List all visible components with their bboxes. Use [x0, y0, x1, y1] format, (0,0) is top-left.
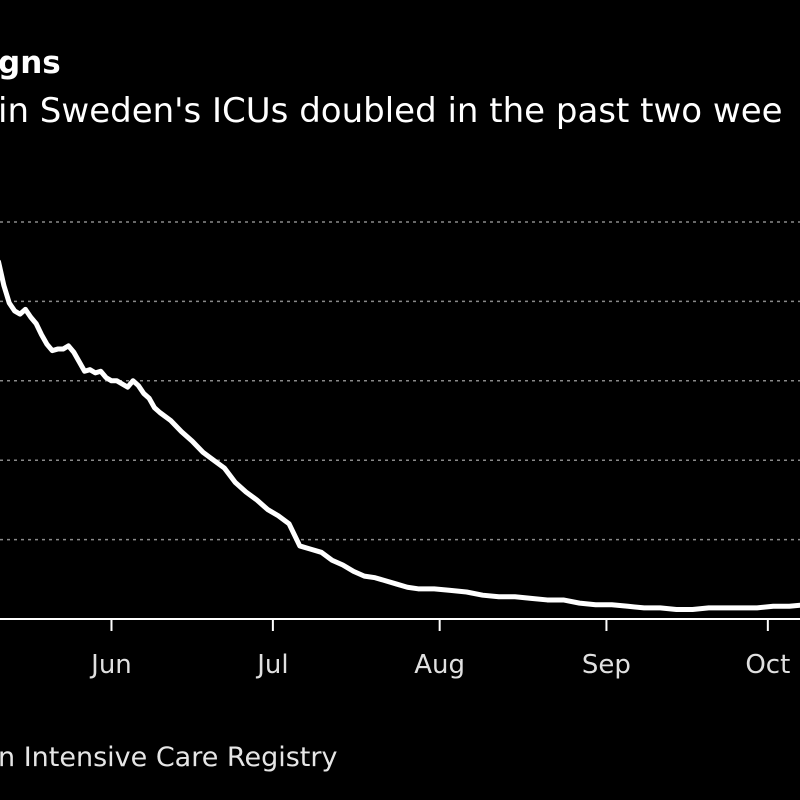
- data-point: [373, 576, 377, 579]
- data-point: [788, 605, 791, 608]
- data-point: [67, 344, 70, 348]
- data-point: [56, 347, 59, 351]
- data-point: [309, 547, 312, 551]
- data-point: [83, 370, 86, 373]
- series-line: [0, 259, 800, 612]
- data-point: [147, 397, 151, 400]
- data-point: [2, 284, 6, 287]
- data-point: [255, 498, 258, 502]
- data-point: [110, 379, 113, 382]
- data-point: [755, 606, 759, 610]
- data-point: [29, 316, 32, 319]
- data-point: [223, 466, 226, 470]
- data-point: [546, 598, 549, 602]
- data-point: [352, 570, 355, 573]
- data-point: [675, 608, 678, 611]
- data-point: [180, 430, 183, 433]
- data-point: [244, 490, 248, 494]
- data-point: [234, 481, 237, 484]
- data-point: [320, 551, 323, 554]
- data-point: [40, 333, 43, 336]
- chart-subtitle: in Sweden's ICUs doubled in the past two…: [0, 91, 783, 131]
- data-point: [341, 563, 345, 567]
- data-point: [201, 451, 205, 454]
- data-point: [298, 544, 301, 548]
- data-point: [99, 370, 102, 373]
- data-point: [406, 586, 409, 589]
- data-point: [88, 368, 92, 371]
- x-tick-label: Sep: [582, 650, 631, 680]
- series-layer: [0, 259, 800, 612]
- data-point: [449, 589, 452, 592]
- data-point: [51, 349, 54, 352]
- data-point: [34, 322, 38, 325]
- data-point: [659, 606, 662, 610]
- data-point: [169, 419, 172, 422]
- data-point: [433, 587, 436, 591]
- data-point: [18, 312, 22, 316]
- data-point: [642, 606, 646, 610]
- x-tick-label: Jul: [255, 650, 288, 680]
- x-tick-label: Oct: [745, 650, 790, 680]
- data-point: [24, 308, 27, 311]
- data-point: [610, 603, 614, 606]
- gridlines: [0, 221, 800, 541]
- data-point: [739, 606, 743, 610]
- data-point: [212, 459, 215, 462]
- data-point: [626, 605, 630, 608]
- data-point: [121, 382, 124, 386]
- data-point: [61, 347, 65, 351]
- data-point: [104, 376, 108, 379]
- data-point: [562, 598, 565, 602]
- data-point: [142, 392, 145, 395]
- data-point: [529, 597, 533, 600]
- x-tick-label: Aug: [414, 650, 465, 680]
- x-tick-label: Jun: [89, 650, 132, 680]
- chart-title: gns: [0, 45, 61, 81]
- data-point: [94, 371, 97, 375]
- data-point: [578, 601, 581, 605]
- data-point: [465, 590, 468, 594]
- data-point: [190, 439, 194, 443]
- data-point: [416, 587, 420, 591]
- data-point: [126, 385, 129, 389]
- data-point: [395, 582, 398, 586]
- data-point: [363, 574, 366, 578]
- data-point: [594, 603, 597, 606]
- data-point: [8, 301, 11, 305]
- data-point: [153, 406, 156, 409]
- data-point: [497, 595, 501, 598]
- data-point: [723, 606, 726, 610]
- data-point: [131, 379, 135, 382]
- source-note: n Intensive Care Registry: [0, 742, 338, 773]
- data-point: [384, 579, 388, 583]
- data-point: [287, 522, 291, 525]
- data-point: [330, 559, 334, 562]
- data-point: [513, 595, 517, 598]
- data-point: [772, 605, 775, 608]
- data-point: [72, 351, 76, 354]
- data-point: [13, 309, 16, 313]
- data-point: [707, 606, 710, 610]
- x-axis: Jun Jul Aug Sep Oct: [0, 618, 800, 680]
- data-point: [481, 593, 484, 597]
- data-point: [45, 343, 49, 346]
- data-point: [115, 379, 119, 382]
- data-point: [137, 384, 140, 387]
- data-point: [158, 411, 162, 414]
- data-point: [266, 508, 269, 511]
- data-point: [78, 360, 81, 363]
- data-point: [277, 514, 280, 517]
- data-point: [691, 608, 694, 611]
